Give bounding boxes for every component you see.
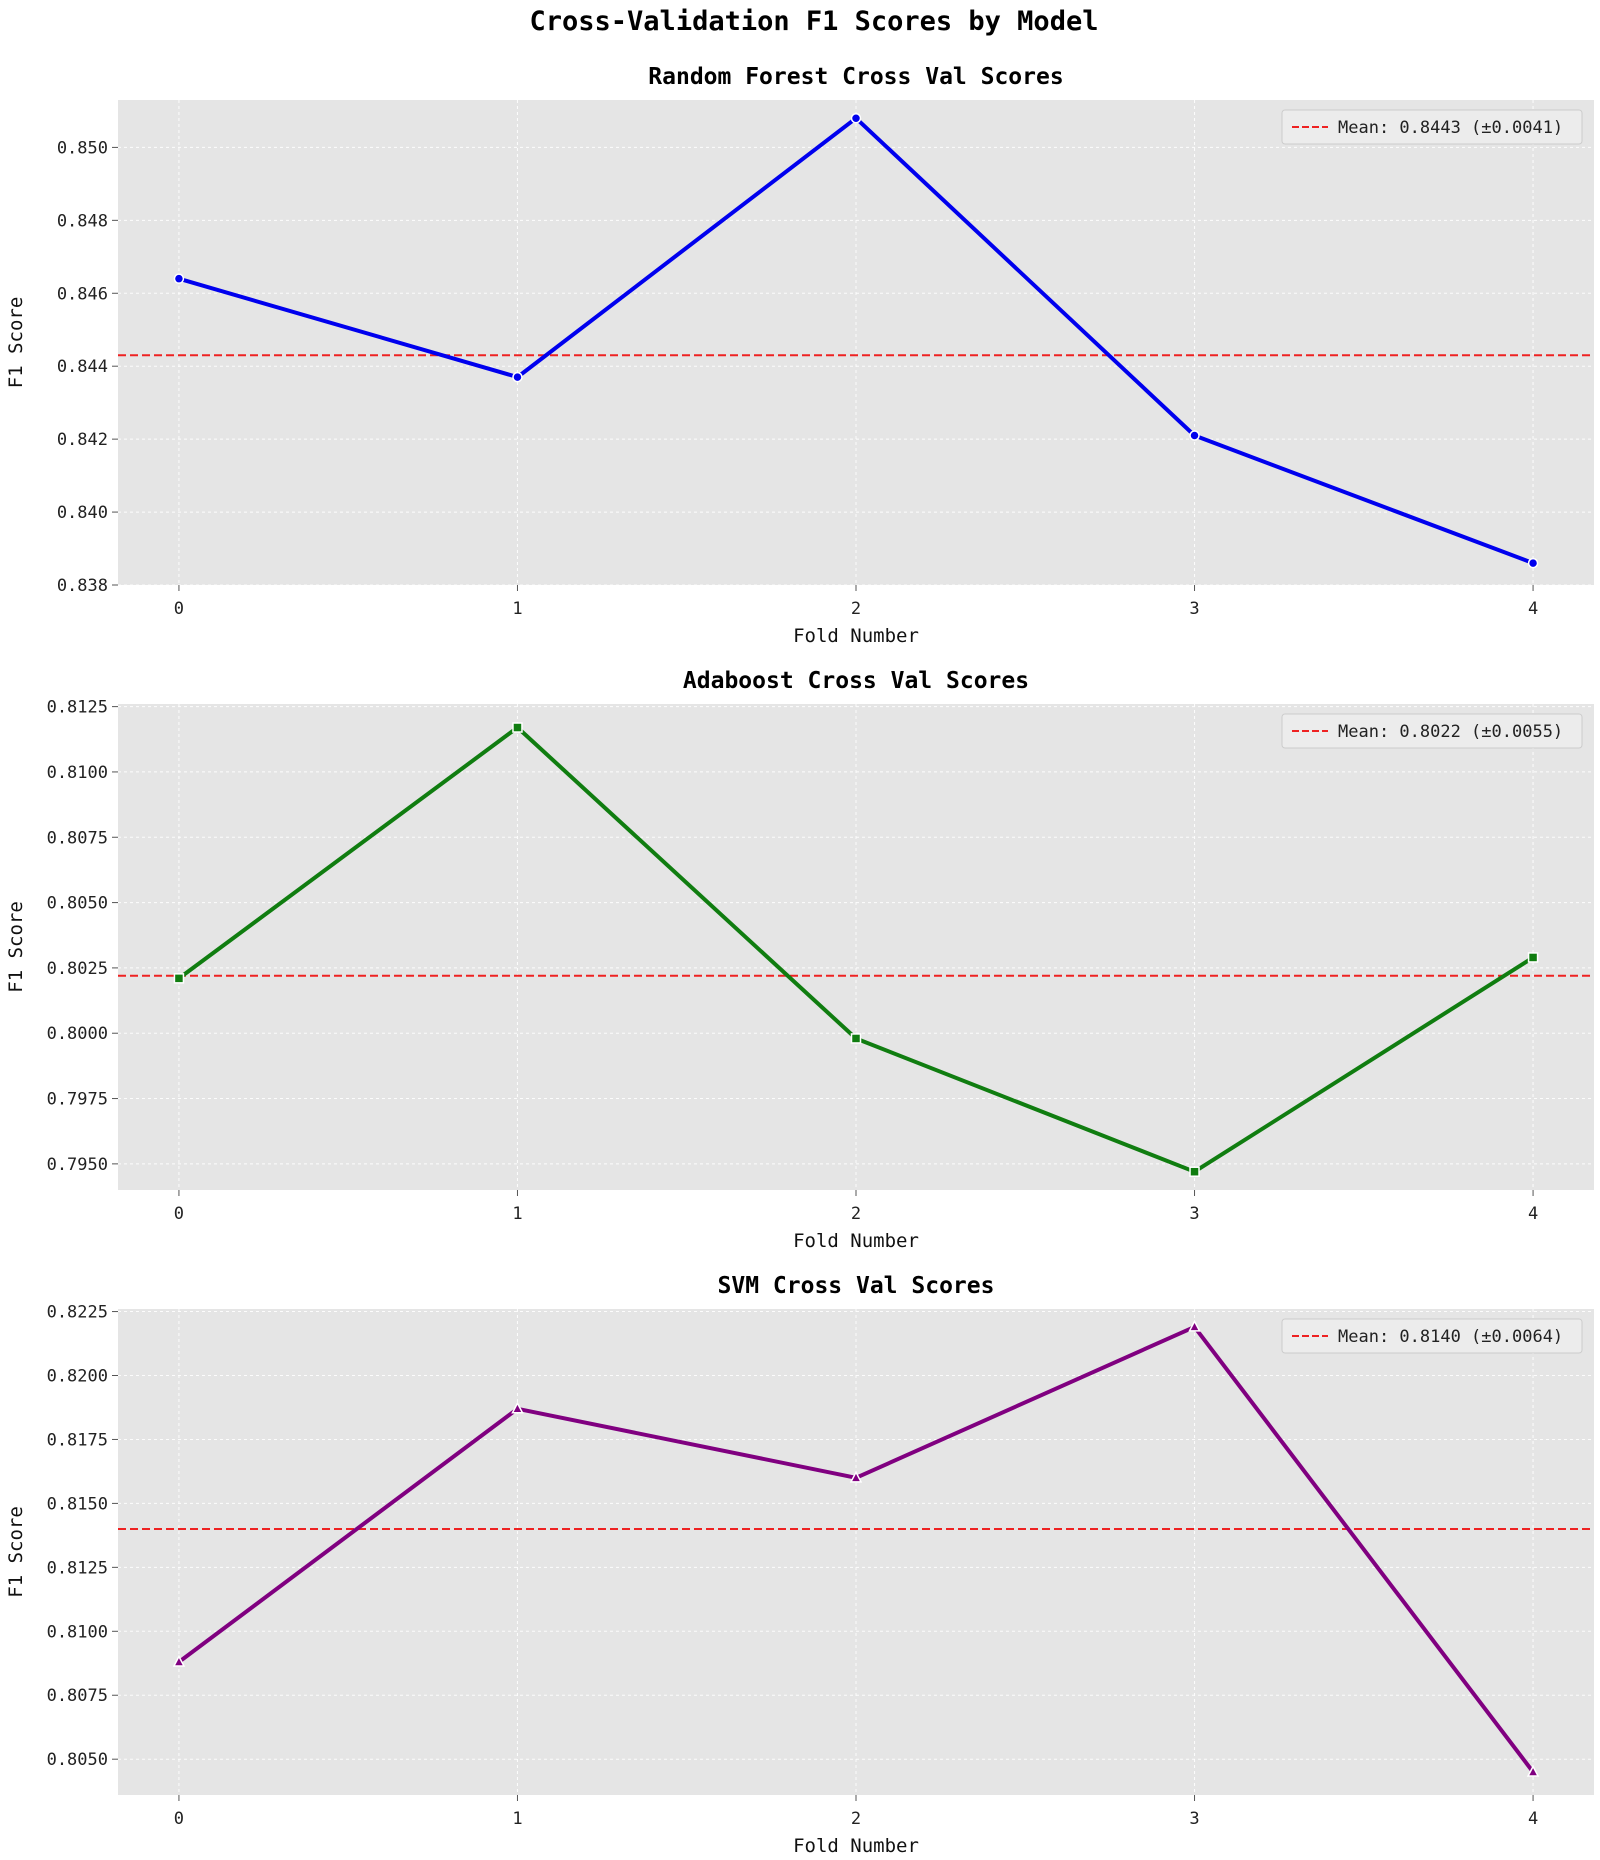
y-axis-label: F1 Score — [5, 901, 27, 993]
panel-title: SVM Cross Val Scores — [718, 1273, 995, 1299]
x-tick-label: 3 — [1189, 1204, 1199, 1224]
x-tick-label: 0 — [174, 1809, 184, 1829]
y-tick-label: 0.850 — [57, 138, 108, 158]
data-point — [1188, 1319, 1201, 1332]
x-tick-label: 1 — [512, 599, 522, 619]
x-axis-label: Fold Number — [793, 625, 919, 647]
data-point — [173, 973, 185, 984]
data-point — [1527, 952, 1539, 963]
data-point — [172, 1654, 186, 1667]
x-tick-label: 2 — [851, 599, 861, 619]
data-point — [1527, 557, 1539, 569]
panel-title: Random Forest Cross Val Scores — [648, 64, 1063, 90]
y-tick-label: 0.8050 — [47, 894, 108, 914]
x-tick-label: 1 — [512, 1809, 522, 1829]
legend-label: Mean: 0.8443 (±0.0041) — [1338, 118, 1563, 138]
y-tick-label: 0.8150 — [47, 1494, 108, 1514]
data-point — [850, 112, 862, 124]
data-point — [1189, 430, 1200, 441]
legend-label: Mean: 0.8140 (±0.0064) — [1338, 1327, 1563, 1347]
y-tick-label: 0.838 — [57, 576, 108, 596]
legend-label: Mean: 0.8022 (±0.0055) — [1338, 722, 1563, 742]
x-tick-label: 1 — [512, 1204, 522, 1224]
data-point — [849, 1470, 863, 1483]
x-axis-label: Fold Number — [793, 1230, 919, 1252]
chart-panel-1: 0.838 0.840 0.842 0.844 0.846 0.848 0.850 0 1 2 3 4… — [5, 64, 1594, 647]
x-tick-label: 2 — [851, 1204, 861, 1224]
panel-title: Adaboost Cross Val Scores — [683, 668, 1029, 694]
figure-title: Cross-Validation F1 Scores by Model — [530, 6, 1099, 37]
data-point — [1189, 1166, 1200, 1177]
y-tick-label: 0.8075 — [47, 828, 108, 848]
y-axis-label: F1 Score — [5, 1506, 27, 1598]
y-tick-label: 0.842 — [57, 430, 108, 450]
y-tick-label: 0.8025 — [47, 959, 108, 979]
x-tick-label: 2 — [851, 1809, 861, 1829]
y-tick-label: 0.8100 — [47, 763, 108, 783]
y-tick-label: 0.8125 — [47, 1558, 108, 1578]
y-tick-label: 0.8200 — [47, 1367, 108, 1387]
x-tick-label: 4 — [1528, 1204, 1538, 1224]
data-point — [512, 371, 523, 383]
y-tick-label: 0.840 — [57, 503, 108, 523]
x-tick-label: 4 — [1528, 1809, 1538, 1829]
y-tick-label: 0.846 — [57, 284, 108, 304]
x-axis-label: Fold Number — [793, 1835, 919, 1857]
chart-panel-3: 0.8050 0.8075 0.8100 0.8125 0.8150 0.8175 0.82… — [5, 1273, 1594, 1857]
data-point — [850, 1033, 862, 1044]
legend-box — [1281, 1318, 1583, 1354]
y-tick-label: 0.7950 — [47, 1155, 108, 1175]
y-axis-label: F1 Score — [5, 297, 27, 389]
y-tick-label: 0.8000 — [47, 1024, 108, 1044]
data-point — [1526, 1764, 1540, 1777]
y-tick-label: 0.8175 — [47, 1430, 108, 1450]
y-tick-label: 0.844 — [57, 357, 108, 377]
y-tick-label: 0.848 — [57, 211, 108, 231]
data-point — [173, 273, 185, 284]
y-tick-label: 0.8050 — [47, 1750, 108, 1770]
legend-box — [1281, 713, 1583, 749]
y-tick-label: 0.8075 — [47, 1686, 108, 1706]
legend-box — [1281, 109, 1583, 145]
y-tick-label: 0.7975 — [47, 1090, 108, 1110]
y-tick-label: 0.8125 — [47, 698, 108, 718]
data-point — [512, 722, 523, 733]
y-tick-label: 0.8225 — [47, 1303, 108, 1323]
x-tick-label: 0 — [174, 1204, 184, 1224]
x-tick-label: 3 — [1189, 599, 1199, 619]
data-point — [511, 1401, 524, 1414]
x-tick-label: 4 — [1528, 599, 1538, 619]
x-tick-label: 3 — [1189, 1809, 1199, 1829]
y-tick-label: 0.8100 — [47, 1622, 108, 1642]
x-tick-label: 0 — [174, 599, 184, 619]
chart-panel-2: 0.7950 0.7975 0.8000 0.8025 0.8050 0.8075 0.81… — [5, 668, 1594, 1252]
